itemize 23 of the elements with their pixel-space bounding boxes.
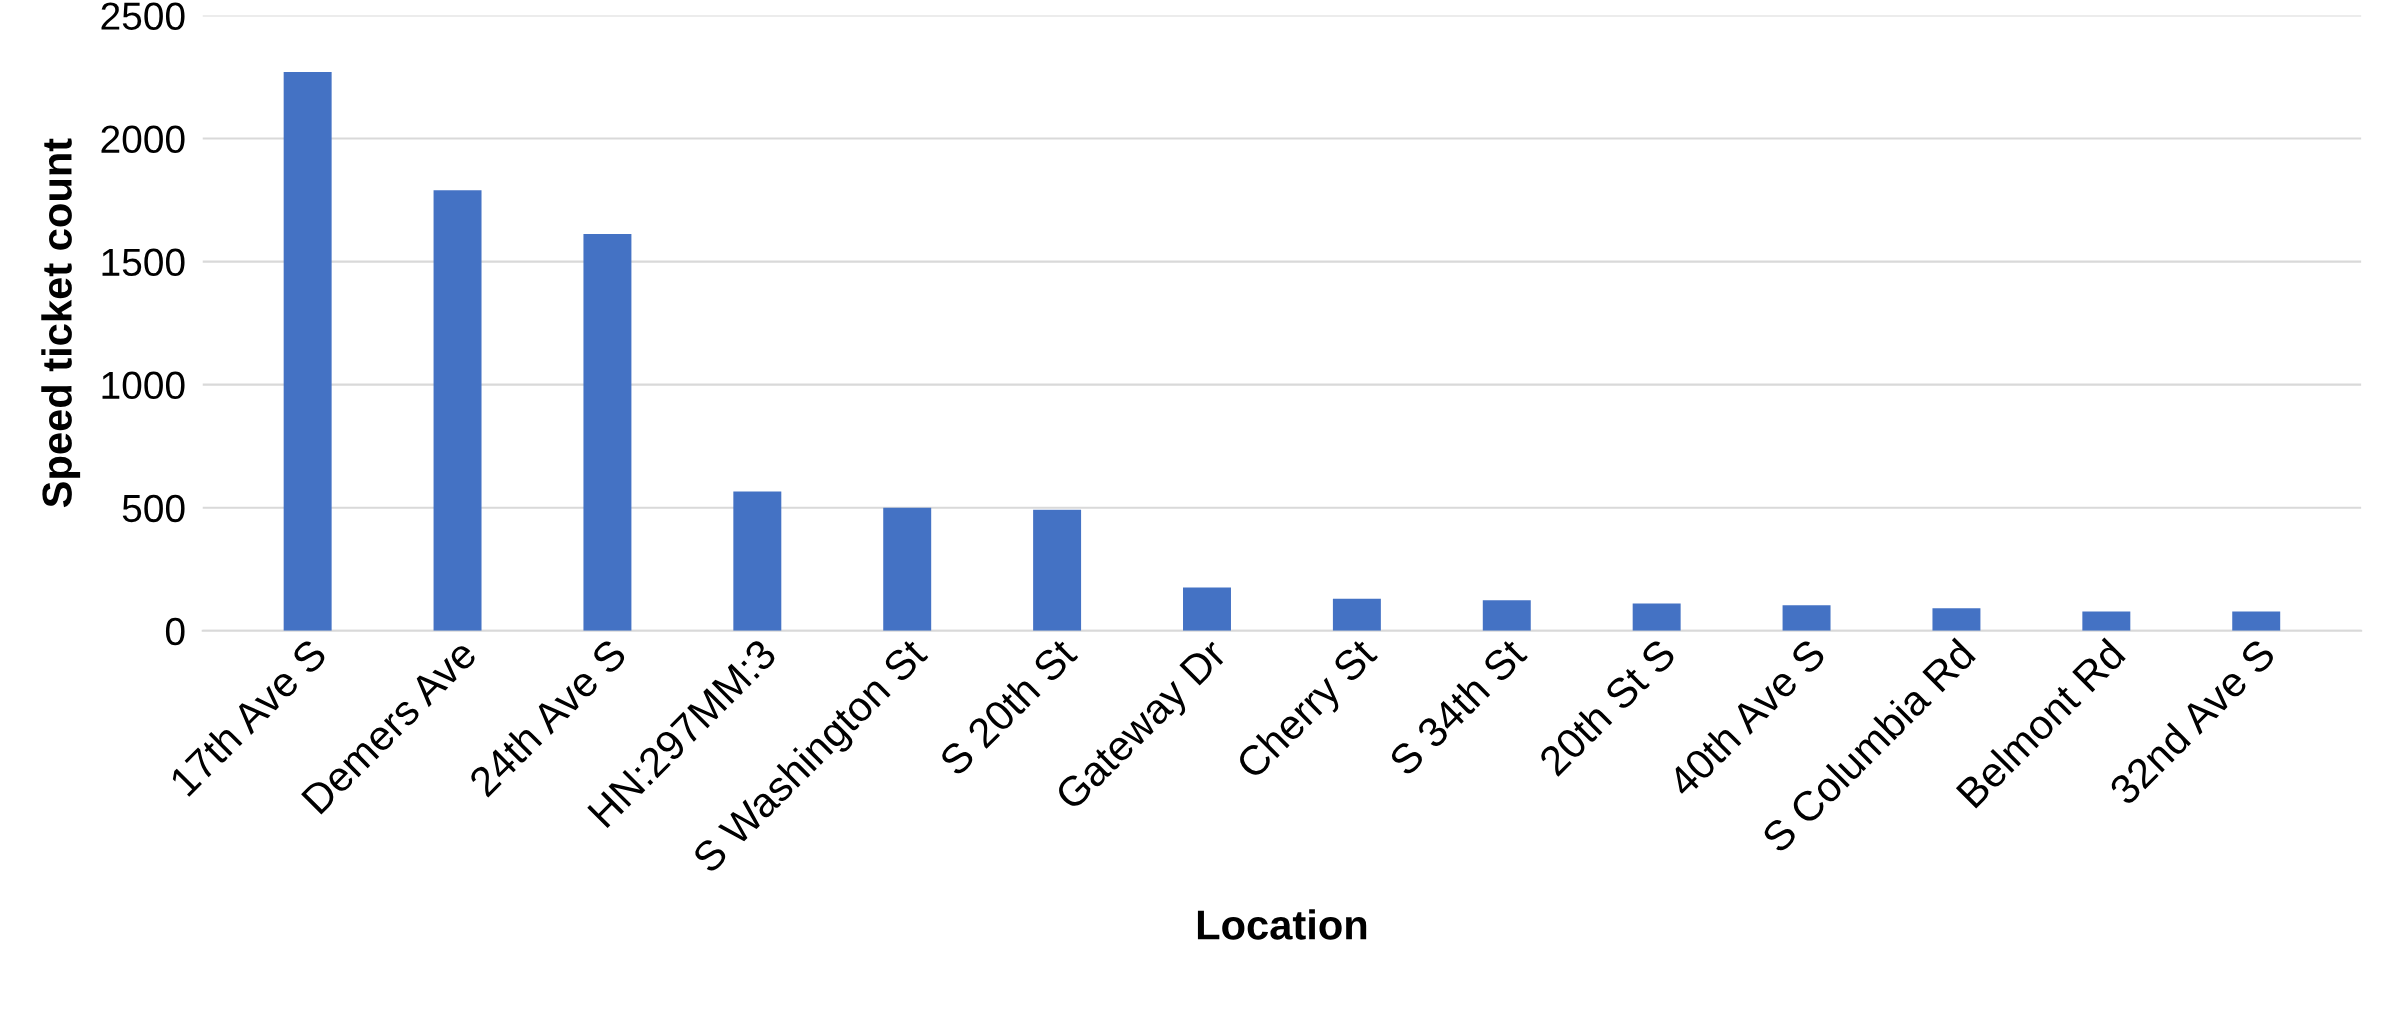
bar	[1632, 603, 1681, 631]
bar	[1332, 598, 1381, 631]
y-axis-title: Speed ticket count	[41, 138, 81, 508]
x-tick-label: S 34th St	[1386, 635, 1529, 778]
bar	[1782, 605, 1831, 631]
y-tick-label: 0	[165, 617, 185, 646]
bar	[283, 72, 332, 631]
bar	[733, 491, 782, 631]
x-axis-title: Location	[1197, 909, 1367, 940]
y-tick-label: 1500	[102, 248, 185, 277]
bar	[433, 190, 482, 631]
bar	[2082, 611, 2131, 631]
bar	[583, 234, 632, 631]
y-tick-label: 1000	[102, 371, 185, 400]
bar	[1482, 600, 1531, 631]
y-tick-label: 2500	[101, 2, 185, 30]
bar	[2232, 611, 2281, 631]
y-tick-label: 2000	[101, 125, 185, 154]
y-tick-label: 500	[122, 494, 185, 523]
bar	[1033, 509, 1082, 631]
bar	[1183, 587, 1231, 631]
bar	[883, 507, 932, 631]
bar	[1932, 608, 1981, 631]
